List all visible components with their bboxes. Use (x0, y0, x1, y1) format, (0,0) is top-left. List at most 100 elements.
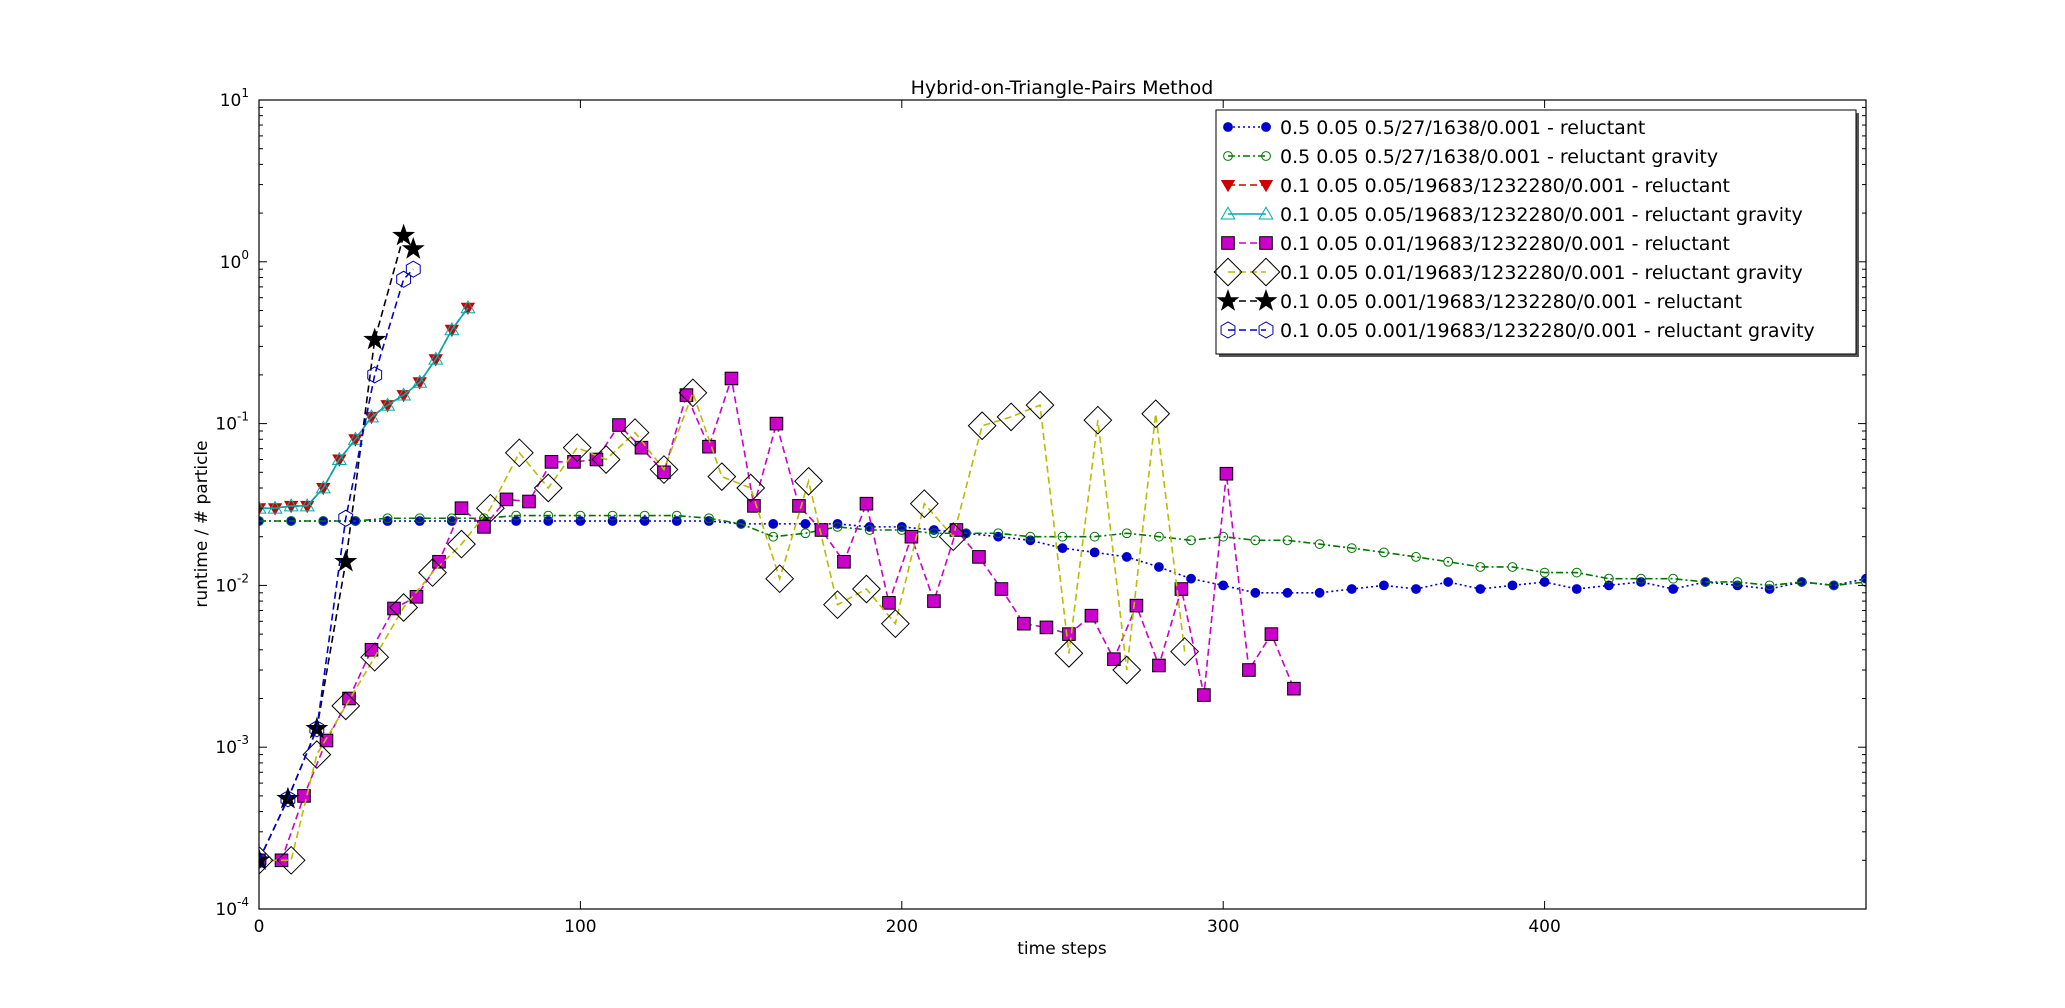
x-tick-label: 100 (564, 917, 596, 937)
data-point (259, 845, 274, 875)
data-point (1089, 547, 1100, 558)
data-point (1603, 573, 1614, 584)
data-point (1282, 587, 1293, 598)
legend-marker (1258, 321, 1274, 339)
data-point (1250, 587, 1261, 598)
data-point (649, 455, 679, 485)
data-point (1475, 562, 1486, 572)
data-point (412, 374, 428, 388)
data-point (1796, 577, 1807, 587)
data-point (283, 498, 299, 512)
data-point (543, 510, 554, 521)
y-tick-base: 10 (215, 900, 237, 920)
legend-item: 0.1 0.05 0.05/19683/1232280/0.001 - relu… (1220, 204, 1803, 226)
data-point (405, 260, 421, 278)
data-point (1084, 608, 1099, 623)
legend-marker (1261, 122, 1271, 132)
data-point (1017, 616, 1031, 631)
data-point (267, 500, 283, 514)
y-tick-exponent: -3 (237, 733, 249, 747)
data-point (259, 500, 267, 514)
data-point (589, 452, 604, 467)
data-point (318, 516, 329, 526)
data-point (367, 366, 383, 384)
data-point (477, 520, 491, 534)
y-tick-label: 10-1 (215, 410, 249, 435)
data-point (1170, 637, 1200, 667)
data-point (1121, 552, 1132, 562)
data-point (1636, 573, 1646, 584)
chart-title: Hybrid-on-Triangle-Pairs Method (911, 77, 1214, 99)
data-point (460, 300, 476, 314)
data-point (414, 516, 425, 526)
data-point (1507, 580, 1518, 591)
legend-marker (1216, 288, 1240, 311)
y-tick-base: 10 (215, 415, 237, 435)
legend-marker (1220, 180, 1236, 193)
x-tick-label: 400 (1528, 917, 1560, 937)
legend-item: 0.1 0.05 0.01/19683/1232280/0.001 - relu… (1213, 257, 1803, 287)
data-point (620, 418, 650, 448)
data-point (1668, 573, 1679, 584)
data-point (612, 418, 626, 432)
data-point (309, 720, 325, 738)
data-point (851, 574, 881, 604)
data-point (657, 465, 671, 480)
y-tick-exponent: -2 (237, 571, 249, 585)
data-point (1250, 535, 1261, 546)
data-point (544, 455, 559, 469)
legend-label: 0.1 0.05 0.001/19683/1232280/0.001 - rel… (1280, 291, 1742, 313)
data-point (1314, 539, 1325, 549)
data-point (1054, 638, 1084, 668)
series-2 (259, 510, 1866, 591)
data-point (1154, 562, 1164, 572)
data-point (302, 740, 332, 770)
data-point (1603, 580, 1614, 591)
y-tick-label: 10-2 (215, 571, 249, 596)
data-point (800, 528, 811, 539)
data-point (315, 480, 331, 494)
data-point (837, 554, 851, 569)
y-tick-base: 10 (220, 91, 242, 111)
data-point (896, 521, 907, 532)
data-point (1039, 620, 1054, 635)
data-point (864, 525, 875, 535)
data-point (938, 522, 968, 552)
data-point (364, 642, 379, 657)
data-point (929, 528, 939, 539)
data-point (1186, 535, 1196, 546)
data-point (504, 438, 534, 468)
data-point (639, 510, 650, 521)
data-point (1700, 577, 1711, 587)
data-point (409, 590, 424, 604)
data-point (814, 523, 829, 537)
data-point (1539, 577, 1550, 587)
data-point (1571, 567, 1582, 578)
y-tick-base: 10 (220, 253, 242, 273)
data-point (259, 848, 271, 871)
data-point (575, 516, 586, 526)
data-point (387, 601, 401, 616)
series-6 (259, 378, 1200, 875)
data-point (832, 521, 843, 532)
data-point (994, 582, 1009, 596)
legend-marker (1223, 122, 1233, 132)
data-point (882, 596, 896, 610)
data-point (1107, 652, 1121, 666)
data-point (347, 431, 364, 445)
data-point (338, 509, 354, 527)
data-point (1025, 390, 1055, 420)
x-axis-label: time steps (1017, 939, 1107, 959)
data-point (511, 516, 522, 526)
data-point (1507, 562, 1518, 572)
legend-label: 0.1 0.05 0.01/19683/1232280/0.001 - relu… (1280, 233, 1730, 255)
data-point (286, 516, 297, 526)
y-tick-label: 101 (220, 86, 249, 111)
data-point (280, 790, 296, 808)
data-point (363, 409, 380, 423)
data-point (927, 594, 941, 608)
data-point (747, 499, 761, 513)
legend-box (1215, 109, 1857, 355)
y-tick-exponent: 0 (241, 248, 249, 262)
plot-frame (258, 99, 1867, 910)
